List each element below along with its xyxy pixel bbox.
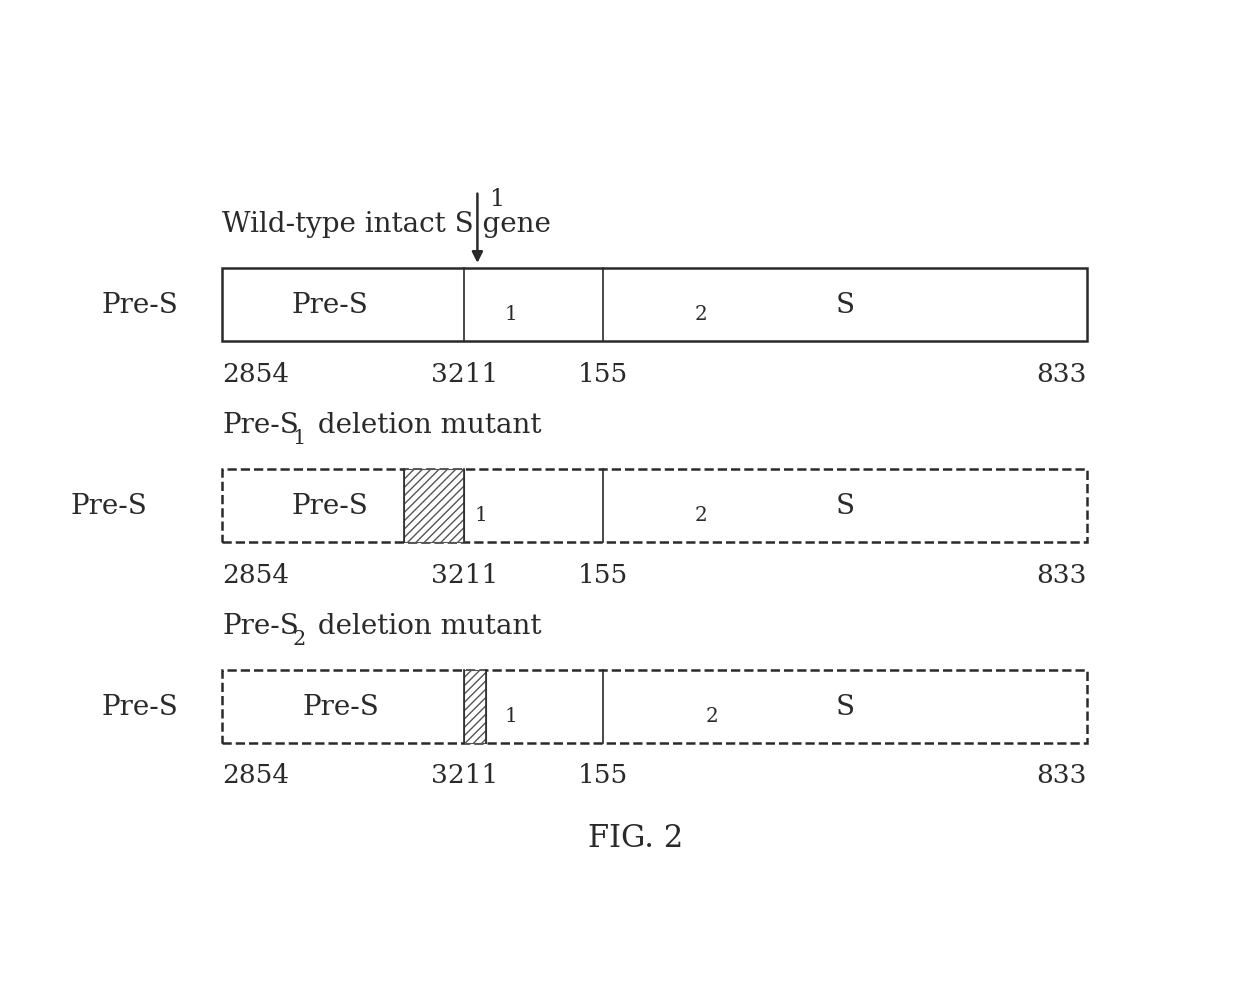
Text: S: S [836,292,854,319]
Text: 2: 2 [696,506,708,525]
Bar [222,469,1087,543]
Text: deletion mutant: deletion mutant [309,412,541,439]
Bar [404,469,465,543]
Text: 155: 155 [578,562,627,587]
Text: S: S [836,493,854,519]
Text: 833: 833 [1037,562,1087,587]
Text: 1: 1 [293,429,306,448]
Text: 1: 1 [475,506,487,525]
Text: Wild-type intact S gene: Wild-type intact S gene [222,211,551,237]
Text: 155: 155 [578,763,627,788]
Text: Pre-S: Pre-S [71,493,148,519]
Text: 1: 1 [505,306,517,325]
Bar [465,670,486,743]
Text: 1: 1 [489,187,505,210]
Text: Pre-S: Pre-S [303,693,379,720]
Text: Pre-S: Pre-S [291,292,368,319]
Text: 1: 1 [505,706,517,725]
Text: 2854: 2854 [222,562,289,587]
Text: Pre-S: Pre-S [291,493,368,519]
Text: FIG. 2: FIG. 2 [588,823,683,854]
Text: 2: 2 [706,706,719,725]
Text: 3211: 3211 [430,362,498,387]
Bar [222,269,1087,342]
Text: Pre-S: Pre-S [102,693,177,720]
Text: Pre-S: Pre-S [102,292,177,319]
Text: 2854: 2854 [222,362,289,387]
Text: 3211: 3211 [430,562,498,587]
Text: 2854: 2854 [222,763,289,788]
Text: 833: 833 [1037,362,1087,387]
Text: deletion mutant: deletion mutant [309,612,541,639]
Text: 2: 2 [293,629,306,648]
Bar [222,670,1087,743]
Text: Pre-S: Pre-S [222,412,299,439]
Text: S: S [836,693,854,720]
Text: Pre-S: Pre-S [222,612,299,639]
Text: 833: 833 [1037,763,1087,788]
Text: 3211: 3211 [430,763,498,788]
Text: 155: 155 [578,362,627,387]
Text: 2: 2 [696,306,708,325]
